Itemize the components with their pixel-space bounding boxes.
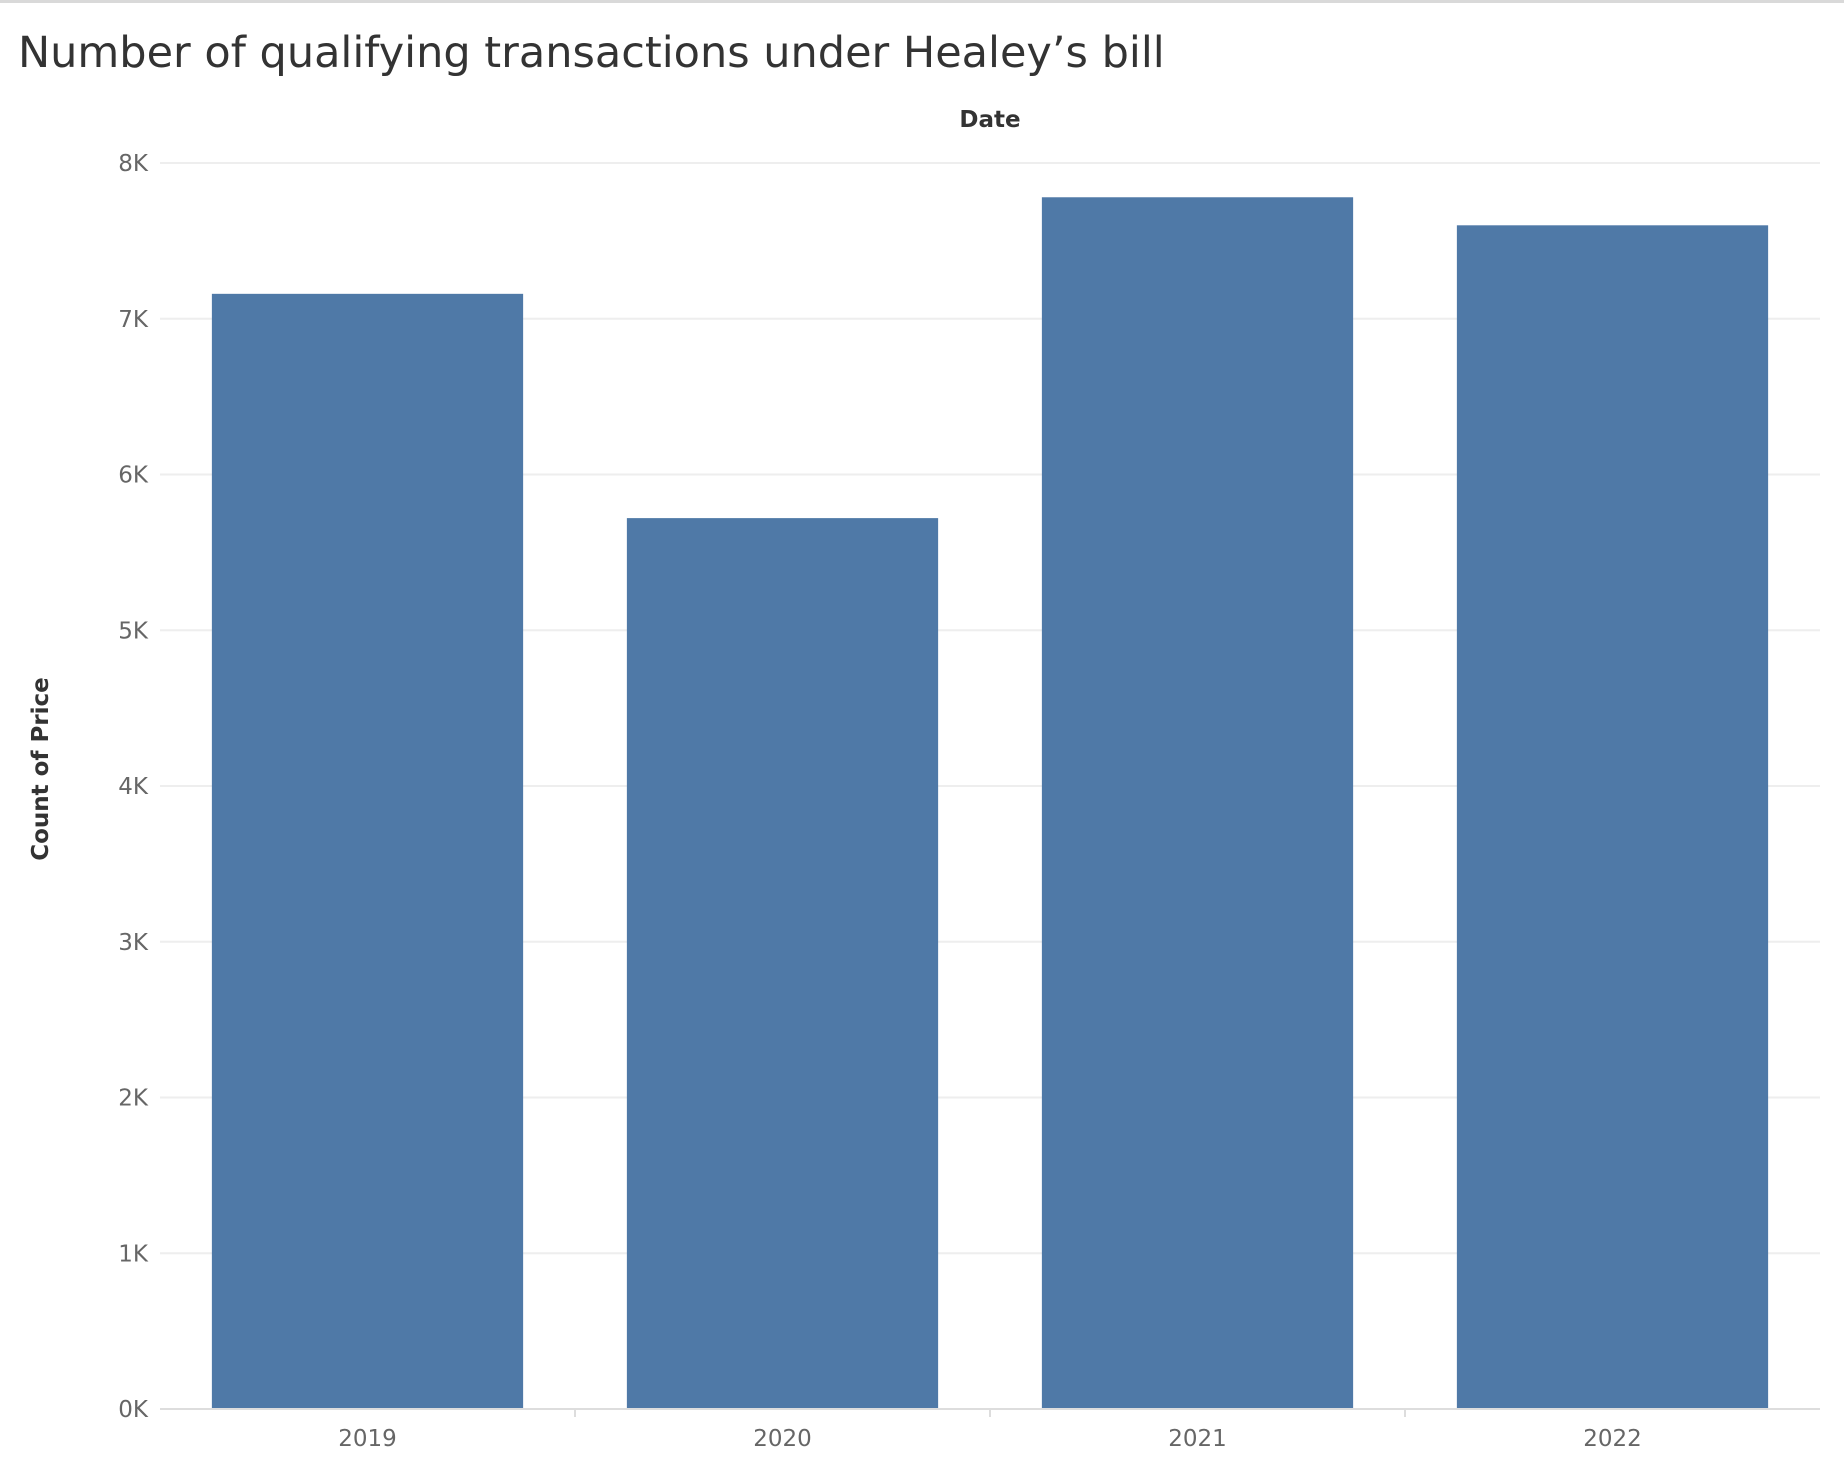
- x-tick-label: 2021: [1168, 1426, 1227, 1452]
- x-tick-labels: 2019 2020 2021 2022: [338, 1409, 1642, 1452]
- chart-title: Number of qualifying transactions under …: [18, 28, 1165, 78]
- y-tick-label: 1K: [118, 1241, 149, 1267]
- y-tick-label: 2K: [118, 1086, 149, 1112]
- x-tick-label: 2022: [1583, 1426, 1642, 1452]
- y-tick-label: 6K: [118, 463, 149, 489]
- x-tick-label: 2019: [338, 1426, 397, 1452]
- bar-2019[interactable]: [211, 293, 524, 1410]
- y-axis-title: Count of Price: [28, 677, 54, 861]
- y-tick-label: 0K: [118, 1397, 149, 1423]
- bar-2020[interactable]: [626, 518, 939, 1409]
- y-tick-label: 3K: [118, 930, 149, 956]
- bar-2021[interactable]: [1041, 197, 1354, 1409]
- y-tick-label: 8K: [118, 151, 149, 177]
- top-rule: [0, 0, 1844, 3]
- x-tick-label: 2020: [753, 1426, 812, 1452]
- bar-2022[interactable]: [1456, 225, 1769, 1409]
- x-axis-title: Date: [959, 107, 1020, 133]
- y-tick-label: 4K: [118, 774, 149, 800]
- y-tick-label: 5K: [118, 618, 149, 644]
- y-tick-label: 7K: [118, 307, 149, 333]
- y-tick-labels: 0K 1K 2K 3K 4K 5K 6K 7K 8K: [118, 151, 149, 1423]
- bars: [211, 197, 1769, 1410]
